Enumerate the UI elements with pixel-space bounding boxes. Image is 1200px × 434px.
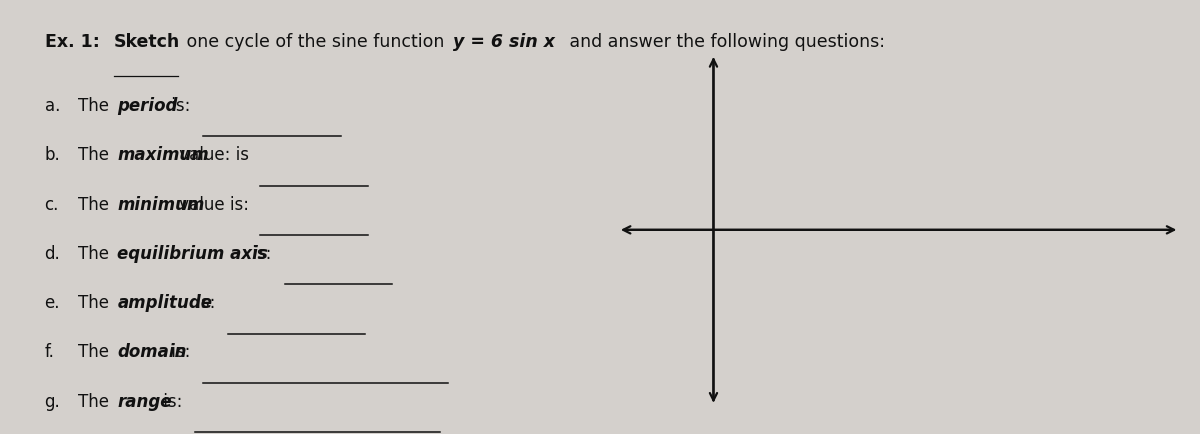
Text: a.: a. [44, 97, 60, 115]
Text: The: The [78, 196, 114, 214]
Text: amplitude: amplitude [118, 294, 212, 312]
Text: The: The [78, 294, 114, 312]
Text: and answer the following questions:: and answer the following questions: [564, 33, 886, 51]
Text: is:: is: [247, 245, 271, 263]
Text: period: period [118, 97, 178, 115]
Text: value: is: value: is [174, 146, 250, 164]
Text: is:: is: [158, 393, 182, 411]
Text: Ex. 1:: Ex. 1: [44, 33, 106, 51]
Text: b.: b. [44, 146, 60, 164]
Text: is:: is: [166, 97, 191, 115]
Text: maximum: maximum [118, 146, 209, 164]
Text: f.: f. [44, 343, 54, 362]
Text: domain: domain [118, 343, 187, 362]
Text: g.: g. [44, 393, 60, 411]
Text: is:: is: [191, 294, 215, 312]
Text: The: The [78, 146, 114, 164]
Text: Sketch: Sketch [114, 33, 180, 51]
Text: The: The [78, 97, 114, 115]
Text: y = 6 sin x: y = 6 sin x [454, 33, 556, 51]
Text: The: The [78, 393, 114, 411]
Text: d.: d. [44, 245, 60, 263]
Text: is:: is: [166, 343, 191, 362]
Text: one cycle of the sine function: one cycle of the sine function [181, 33, 450, 51]
Text: equilibrium axis: equilibrium axis [118, 245, 268, 263]
Text: e.: e. [44, 294, 60, 312]
Text: The: The [78, 245, 114, 263]
Text: c.: c. [44, 196, 59, 214]
Text: value is:: value is: [174, 196, 250, 214]
Text: range: range [118, 393, 172, 411]
Text: minimum: minimum [118, 196, 205, 214]
Text: The: The [78, 343, 114, 362]
